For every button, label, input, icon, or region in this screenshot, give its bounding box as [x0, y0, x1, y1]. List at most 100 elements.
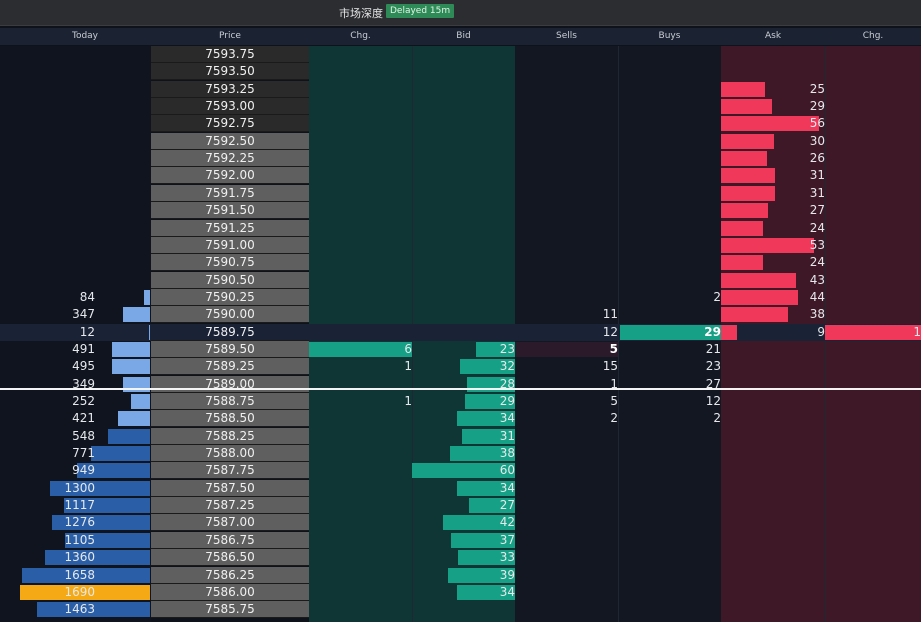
- ask-size[interactable]: 53: [809, 237, 825, 252]
- depth-row[interactable]: 7591.00 53: [0, 236, 921, 254]
- price-cell[interactable]: 7590.50: [151, 271, 309, 289]
- price-cell[interactable]: 7592.25: [151, 150, 309, 168]
- price-cell[interactable]: 7587.25: [151, 497, 309, 515]
- depth-row[interactable]: 7591.75 31: [0, 184, 921, 202]
- price-cell[interactable]: 7591.50: [151, 202, 309, 220]
- bid-size[interactable]: 39: [499, 567, 515, 582]
- depth-row[interactable]: 1105 7586.75 37: [0, 531, 921, 549]
- ask-size[interactable]: 38: [809, 307, 825, 322]
- depth-row[interactable]: 1463 7585.75: [0, 601, 921, 619]
- depth-row[interactable]: 949 7587.75 60: [0, 462, 921, 480]
- bid-size[interactable]: 34: [499, 411, 515, 426]
- price-cell[interactable]: 7589.25: [151, 358, 309, 376]
- price-cell[interactable]: 7587.00: [151, 514, 309, 532]
- ask-size[interactable]: 31: [809, 185, 825, 200]
- depth-row[interactable]: 1300 7587.50 34: [0, 479, 921, 497]
- bid-size[interactable]: 37: [499, 532, 515, 547]
- price-cell[interactable]: 7588.25: [151, 427, 309, 445]
- price-cell[interactable]: 7590.25: [151, 288, 309, 306]
- depth-row[interactable]: 421 7588.50 34 2 2: [0, 410, 921, 428]
- depth-row[interactable]: 7592.75 56: [0, 115, 921, 133]
- price-cell[interactable]: 7587.75: [151, 462, 309, 480]
- header-buys[interactable]: Buys: [658, 31, 681, 41]
- header-bid[interactable]: Bid: [456, 31, 471, 41]
- depth-row[interactable]: 7592.00 31: [0, 167, 921, 185]
- price-cell[interactable]: 7589.75: [151, 323, 309, 341]
- depth-row[interactable]: 548 7588.25 31: [0, 427, 921, 445]
- price-cell[interactable]: 7590.75: [151, 254, 309, 272]
- ask-size[interactable]: 44: [809, 289, 825, 304]
- depth-row[interactable]: 12 7589.75 12 29 9 1: [0, 323, 921, 341]
- price-cell[interactable]: 7593.75: [151, 46, 309, 63]
- depth-row[interactable]: 7590.75 24: [0, 254, 921, 272]
- depth-row[interactable]: 7592.25 26: [0, 150, 921, 168]
- depth-row[interactable]: 7593.25 25: [0, 80, 921, 98]
- bid-size[interactable]: 31: [499, 428, 515, 443]
- bid-size[interactable]: 42: [499, 515, 515, 530]
- bid-size[interactable]: 27: [499, 498, 515, 513]
- ask-size[interactable]: 31: [809, 168, 825, 183]
- price-cell[interactable]: 7593.50: [151, 63, 309, 81]
- header-ask-chg[interactable]: Chg.: [862, 31, 884, 41]
- bid-size[interactable]: 34: [499, 584, 515, 599]
- ask-size[interactable]: 56: [809, 116, 825, 131]
- price-cell[interactable]: 7586.50: [151, 549, 309, 567]
- ask-size[interactable]: 9: [817, 324, 825, 339]
- bid-size[interactable]: 32: [499, 359, 515, 374]
- price-cell[interactable]: 7587.50: [151, 479, 309, 497]
- depth-row[interactable]: 771 7588.00 38: [0, 445, 921, 463]
- depth-row[interactable]: 84 7590.25 2 44: [0, 288, 921, 306]
- ask-size[interactable]: 30: [809, 133, 825, 148]
- price-cell[interactable]: 7592.50: [151, 132, 309, 150]
- price-cell[interactable]: 7586.75: [151, 531, 309, 549]
- header-ask[interactable]: Ask: [764, 31, 782, 41]
- price-cell[interactable]: 7589.00: [151, 375, 309, 393]
- depth-row[interactable]: 349 7589.00 28 1 27: [0, 375, 921, 393]
- depth-row[interactable]: 7593.00 29: [0, 98, 921, 116]
- bid-size[interactable]: 28: [499, 376, 515, 391]
- depth-row[interactable]: 7590.50 43: [0, 271, 921, 289]
- depth-row[interactable]: 491 7589.50 6 23 5 21: [0, 340, 921, 358]
- price-cell[interactable]: 7591.00: [151, 236, 309, 254]
- depth-row[interactable]: 7592.50 30: [0, 132, 921, 150]
- depth-row[interactable]: 1117 7587.25 27: [0, 497, 921, 515]
- price-cell[interactable]: 7588.50: [151, 410, 309, 428]
- price-cell[interactable]: 7588.00: [151, 445, 309, 463]
- ask-size[interactable]: 25: [809, 81, 825, 96]
- ask-size[interactable]: 43: [809, 272, 825, 287]
- ask-size[interactable]: 27: [809, 203, 825, 218]
- price-cell[interactable]: 7593.00: [151, 98, 309, 116]
- depth-row[interactable]: 7591.25 24: [0, 219, 921, 237]
- bid-size[interactable]: 23: [499, 341, 515, 356]
- depth-row[interactable]: 7593.75: [0, 46, 921, 63]
- depth-row[interactable]: 1658 7586.25 39: [0, 566, 921, 584]
- price-cell[interactable]: 7592.75: [151, 115, 309, 133]
- bid-size[interactable]: 33: [499, 550, 515, 565]
- price-cell[interactable]: 7592.00: [151, 167, 309, 185]
- price-cell[interactable]: 7585.75: [151, 601, 309, 619]
- bid-size[interactable]: 38: [499, 446, 515, 461]
- depth-row[interactable]: 495 7589.25 1 32 15 23: [0, 358, 921, 376]
- price-cell[interactable]: 7591.75: [151, 184, 309, 202]
- bid-size[interactable]: 34: [499, 480, 515, 495]
- bid-size[interactable]: 60: [499, 463, 515, 478]
- price-cell[interactable]: 7591.25: [151, 219, 309, 237]
- depth-row[interactable]: 7593.50: [0, 63, 921, 81]
- header-today[interactable]: Today: [71, 31, 99, 41]
- header-price[interactable]: Price: [219, 31, 241, 41]
- ask-size[interactable]: 24: [809, 255, 825, 270]
- price-cell[interactable]: 7586.25: [151, 566, 309, 584]
- ask-size[interactable]: 24: [809, 220, 825, 235]
- depth-row[interactable]: 7591.50 27: [0, 202, 921, 220]
- price-cell[interactable]: 7588.75: [151, 393, 309, 410]
- price-cell[interactable]: 7589.50: [151, 340, 309, 358]
- header-bid-chg[interactable]: Chg.: [350, 31, 371, 41]
- depth-row[interactable]: 252 7588.75 1 29 5 12: [0, 393, 921, 410]
- price-cell[interactable]: 7586.00: [151, 583, 309, 601]
- ask-size[interactable]: 26: [809, 151, 825, 166]
- price-cell[interactable]: 7590.00: [151, 306, 309, 324]
- depth-row[interactable]: 1690 7586.00 34: [0, 583, 921, 601]
- ask-size[interactable]: 29: [809, 99, 825, 114]
- price-cell[interactable]: 7593.25: [151, 80, 309, 98]
- depth-row[interactable]: 1360 7586.50 33: [0, 549, 921, 567]
